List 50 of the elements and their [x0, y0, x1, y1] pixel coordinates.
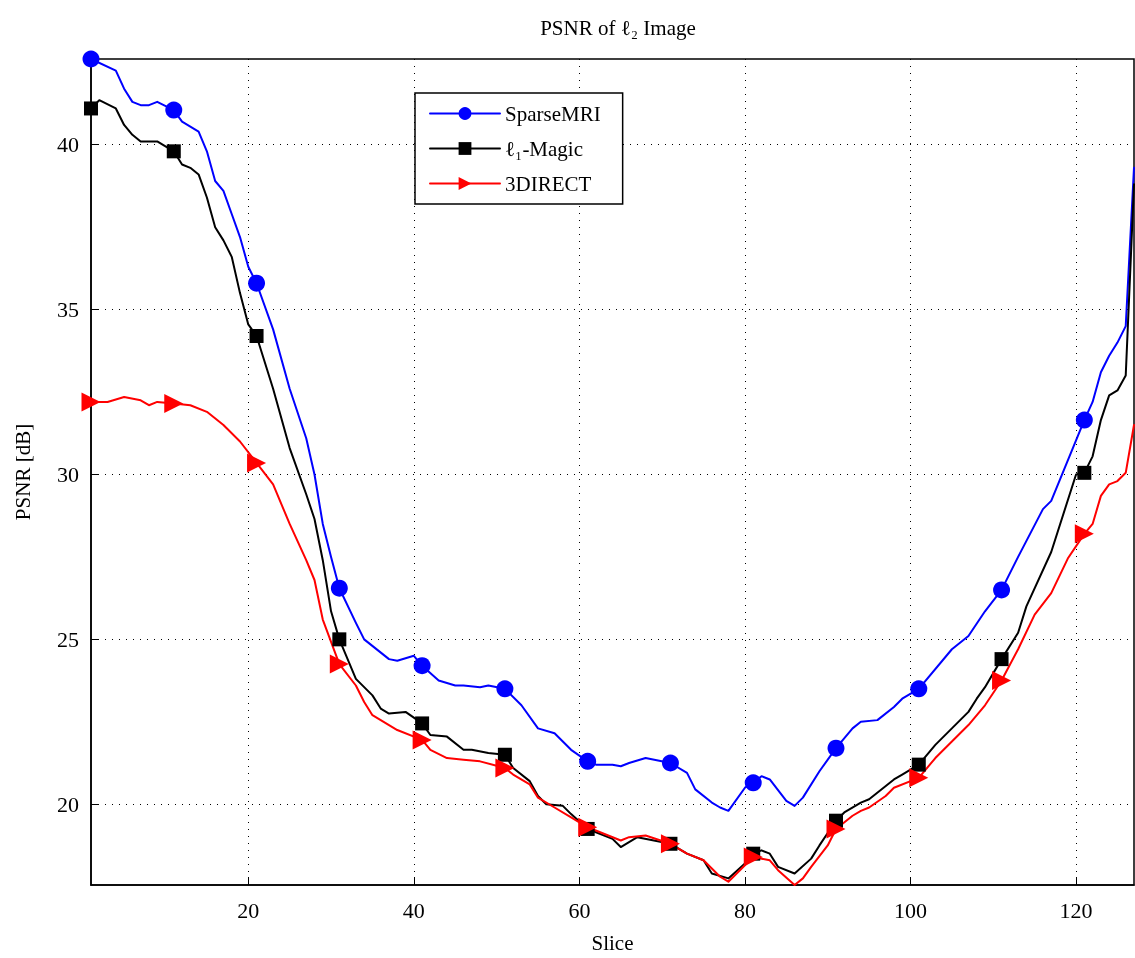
point	[497, 747, 512, 762]
point	[412, 730, 432, 750]
point	[993, 581, 1011, 599]
x-tick-label: 60	[568, 897, 591, 923]
x-tick-label: 80	[733, 897, 756, 923]
point	[84, 101, 98, 116]
x-tick-label: 20	[237, 897, 260, 923]
x-axis-title: Slice	[591, 930, 634, 955]
legend-label: 3DIRECT	[505, 171, 592, 196]
y-tick-label: 40	[57, 132, 79, 158]
point	[495, 758, 515, 778]
point	[82, 50, 100, 68]
point	[992, 671, 1012, 691]
point	[744, 774, 762, 792]
point	[994, 652, 1009, 667]
point	[249, 328, 264, 343]
point	[496, 680, 514, 698]
point	[247, 453, 267, 473]
point	[415, 716, 430, 731]
point	[911, 757, 926, 772]
x-tick-label: 120	[1059, 897, 1093, 923]
point	[579, 752, 597, 770]
point	[165, 101, 183, 119]
y-tick-label: 35	[57, 297, 79, 323]
point	[248, 274, 266, 292]
point	[743, 847, 763, 867]
y-tick-label: 25	[57, 626, 79, 652]
point	[826, 819, 846, 839]
x-tick-label: 100	[894, 897, 927, 923]
y-tick-label: 20	[57, 791, 79, 817]
point	[827, 739, 845, 757]
point	[909, 768, 929, 788]
chart-title: PSNR of ℓ₂ Image	[540, 15, 696, 40]
point	[164, 394, 184, 414]
point	[661, 754, 679, 772]
point	[332, 632, 347, 647]
y-axis-title: PSNR [dB]	[10, 423, 35, 521]
legend-label: ℓ₁-Magic	[505, 136, 584, 161]
point	[166, 144, 181, 159]
y-tick-label: 30	[57, 461, 79, 487]
x-tick-label: 40	[402, 897, 425, 923]
point	[1075, 411, 1093, 429]
point	[81, 392, 101, 412]
point	[330, 579, 348, 597]
point	[413, 657, 431, 675]
legend-label: SparseMRI	[505, 101, 601, 126]
point	[329, 654, 349, 674]
point	[1077, 465, 1092, 480]
point	[910, 680, 928, 698]
point	[1074, 524, 1094, 544]
